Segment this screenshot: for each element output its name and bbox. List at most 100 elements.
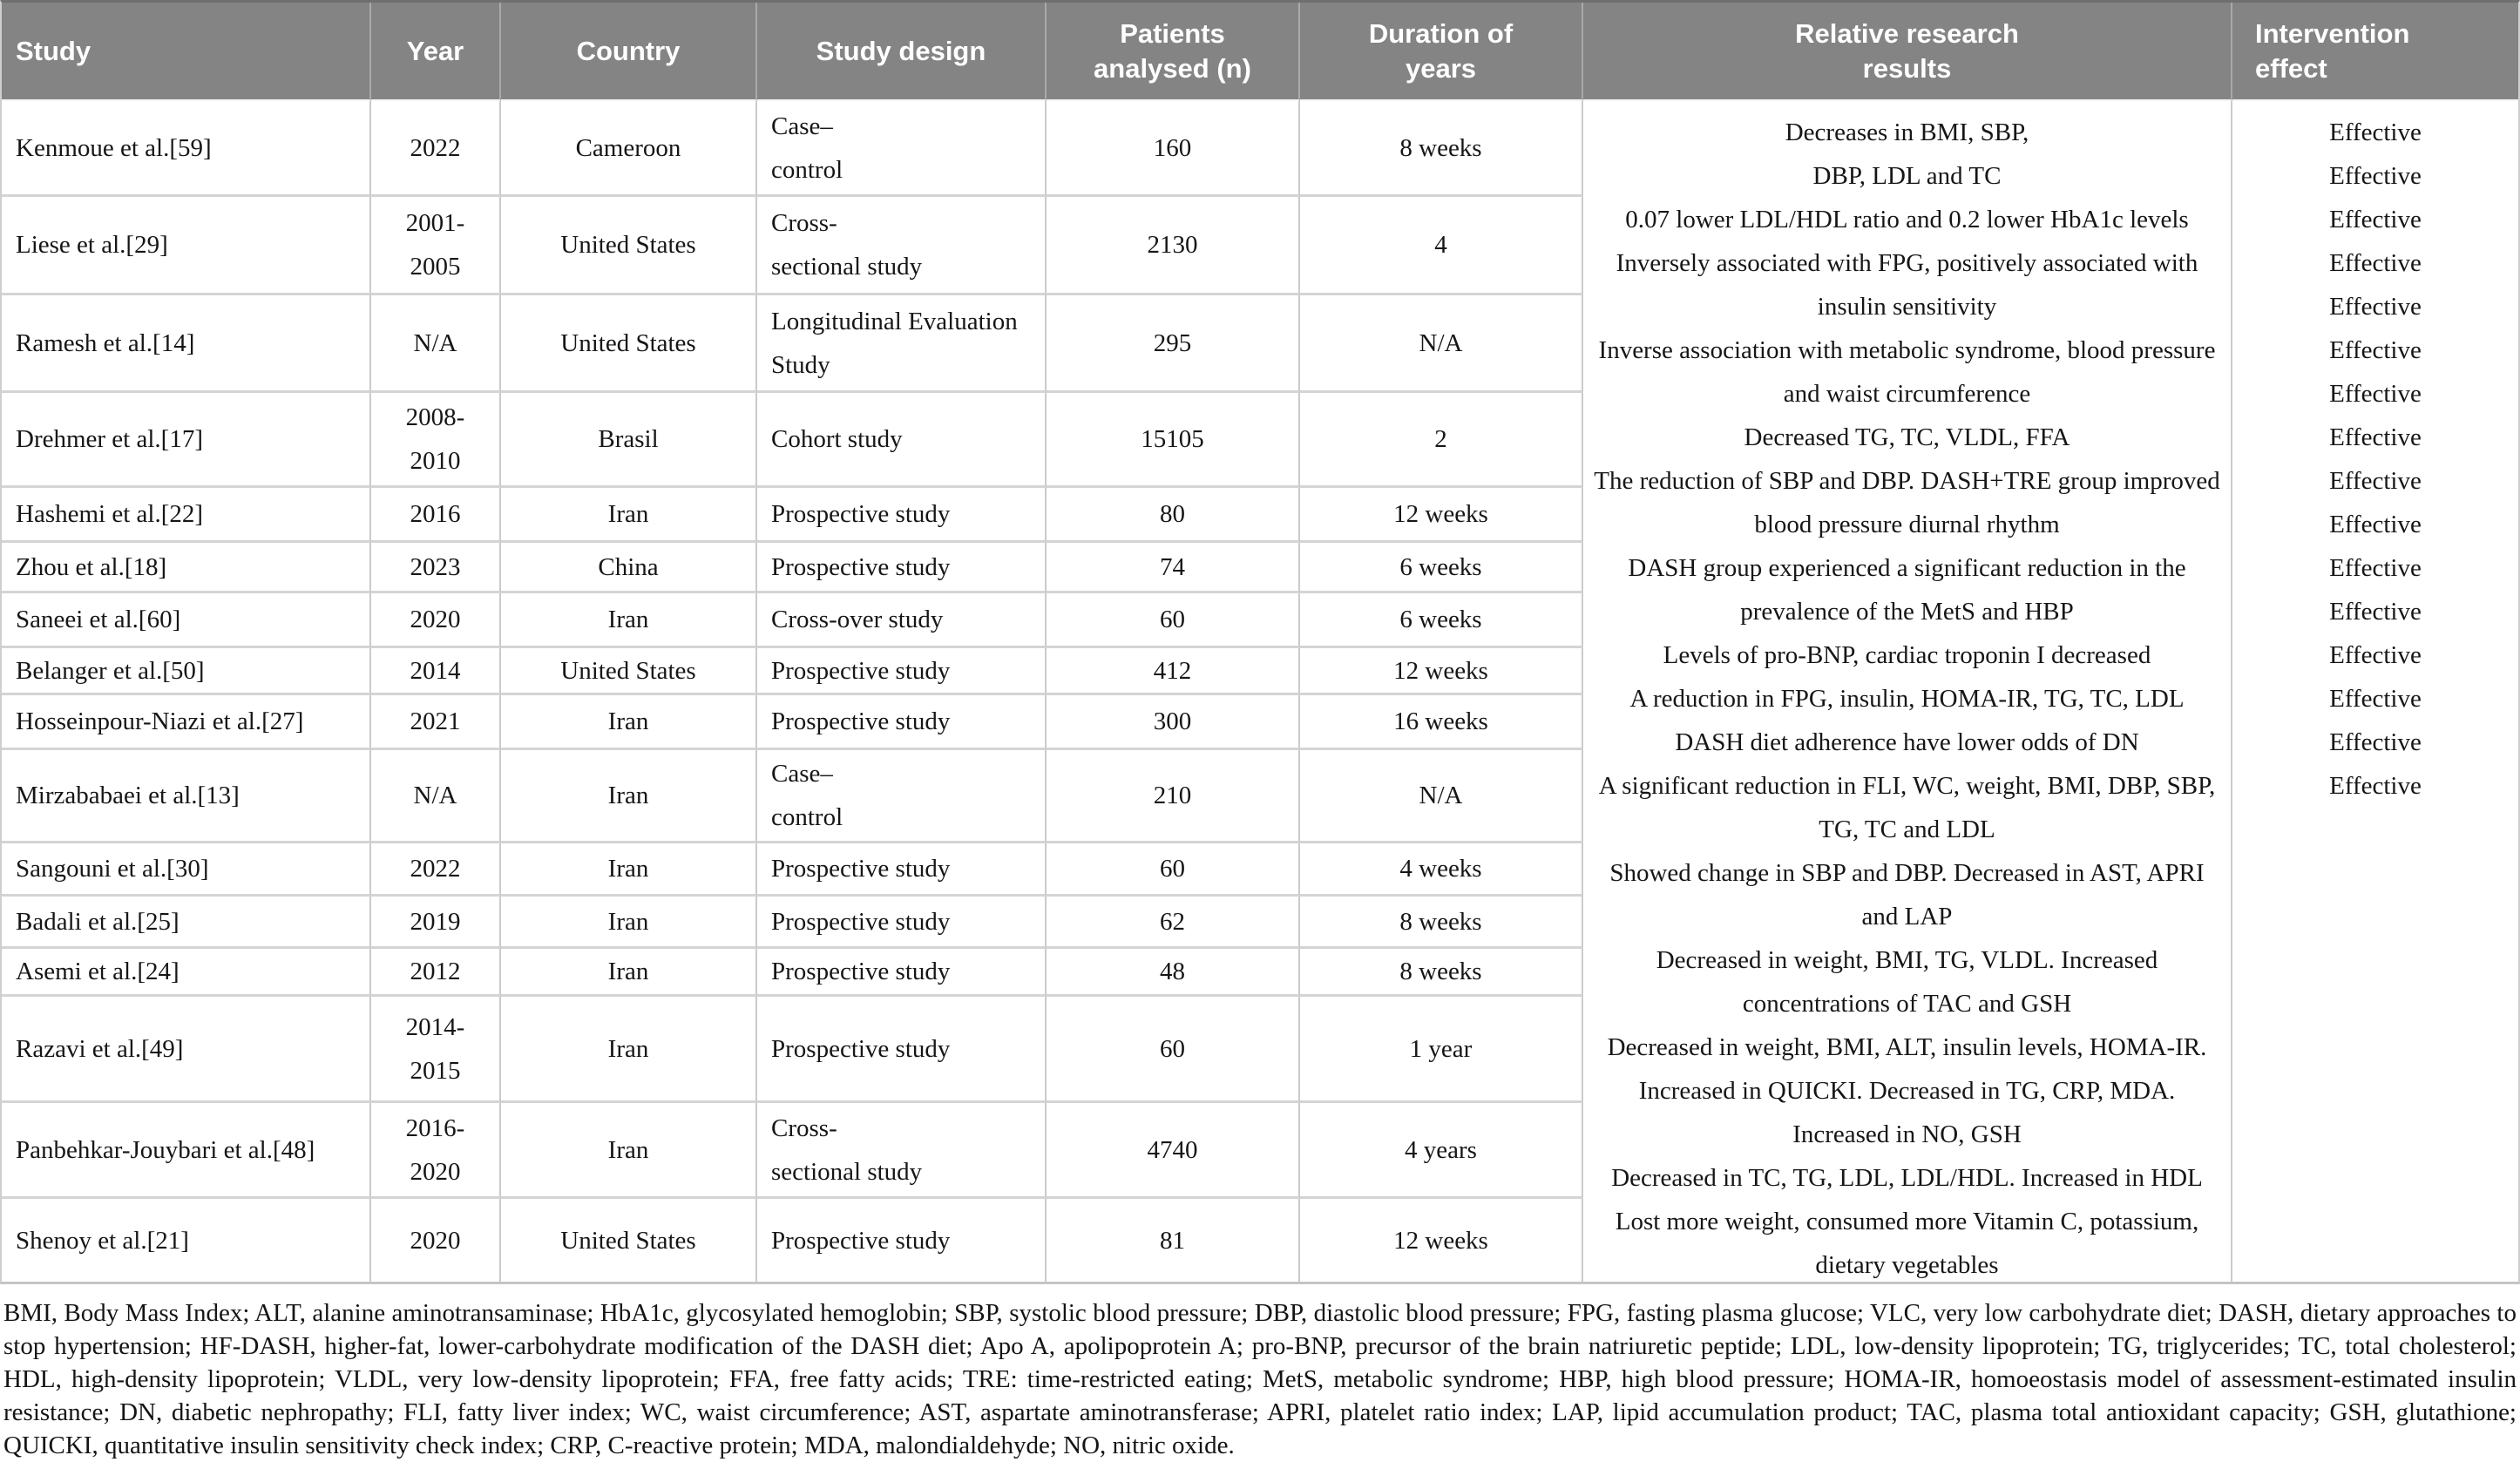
result-line: Inversely associated with FPG, positivel… [1616,249,2198,277]
patients-cell: 60 [1047,593,1300,648]
effect-line: Effective [2329,641,2422,669]
design-cell: Prospective study [757,1199,1047,1282]
duration-cell: 8 weeks [1300,949,1583,997]
patients-cell: 48 [1047,949,1300,997]
design-cell: Prospective study [757,897,1047,949]
patients-cell: 60 [1047,843,1300,897]
patients-cell: 210 [1047,750,1300,843]
duration-cell: N/A [1300,750,1583,843]
study-cell: Mirzababaei et al.[13] [2,750,371,843]
country-cell: United States [501,1199,757,1282]
patients-cell: 412 [1047,648,1300,695]
effect-line: Effective [2329,554,2422,582]
design-cell: Prospective study [757,949,1047,997]
result-line: TG, TC and LDL [1819,816,1995,843]
study-cell: Drehmer et al.[17] [2,393,371,488]
year-cell: 2016 [371,488,501,543]
column-header-year: Year [371,3,501,101]
result-line: insulin sensitivity [1817,293,1997,321]
duration-cell: 16 weeks [1300,695,1583,750]
duration-cell: 4 years [1300,1103,1583,1199]
column-header-patients: Patients analysed (n) [1047,3,1300,101]
column-header-results: Relative research results [1583,3,2232,101]
country-cell: Iran [501,897,757,949]
result-line: Increased in NO, GSH [1792,1120,2022,1148]
design-cell: Case– control [757,750,1047,843]
duration-cell: 2 [1300,393,1583,488]
year-cell: 2012 [371,949,501,997]
result-line: DASH diet adherence have lower odds of D… [1675,728,2139,756]
column-header-duration: Duration of years [1300,3,1583,101]
duration-cell: 1 year [1300,997,1583,1103]
column-header-intervention-effect: Intervention effect [2232,3,2518,101]
design-cell: Cross- sectional study [757,1103,1047,1199]
patients-cell: 60 [1047,997,1300,1103]
result-line: Decreased TG, TC, VLDL, FFA [1744,423,2070,451]
country-cell: Iran [501,843,757,897]
result-line: DBP, LDL and TC [1812,162,2002,190]
result-line: Levels of pro-BNP, cardiac troponin I de… [1663,641,2151,669]
effect-line: Effective [2329,772,2422,800]
year-cell: 2016- 2020 [371,1103,501,1199]
study-cell: Asemi et al.[24] [2,949,371,997]
year-cell: 2022 [371,101,501,197]
year-cell: 2020 [371,593,501,648]
country-cell: Iran [501,695,757,750]
study-cell: Badali et al.[25] [2,897,371,949]
effect-line: Effective [2329,293,2422,321]
study-cell: Liese et al.[29] [2,197,371,295]
effect-line: Effective [2329,511,2422,538]
patients-cell: 300 [1047,695,1300,750]
effect-line: Effective [2329,598,2422,626]
year-cell: 2021 [371,695,501,750]
patients-cell: 2130 [1047,197,1300,295]
design-cell: Prospective study [757,488,1047,543]
column-header-study: Study [2,3,371,101]
country-cell: United States [501,197,757,295]
result-line: and LAP [1861,903,1953,931]
country-cell: China [501,543,757,593]
study-cell: Belanger et al.[50] [2,648,371,695]
patients-cell: 160 [1047,101,1300,197]
study-cell: Sangouni et al.[30] [2,843,371,897]
effect-line: Effective [2329,118,2422,146]
result-line: blood pressure diurnal rhythm [1754,511,2060,538]
results-cell: Decreases in BMI, SBP, DBP, LDL and TC 0.0… [1583,101,2232,1282]
study-cell: Kenmoue et al.[59] [2,101,371,197]
country-cell: Iran [501,593,757,648]
design-cell: Cohort study [757,393,1047,488]
country-cell: Iran [501,1103,757,1199]
duration-cell: 12 weeks [1300,648,1583,695]
effect-line: Effective [2329,162,2422,190]
result-line: Increased in QUICKI. Decreased in TG, CR… [1638,1077,2176,1105]
effect-line: Effective [2329,206,2422,234]
country-cell: Iran [501,949,757,997]
study-cell: Hashemi et al.[22] [2,488,371,543]
effect-line: Effective [2329,423,2422,451]
year-cell: 2023 [371,543,501,593]
country-cell: Cameroon [501,101,757,197]
design-cell: Prospective study [757,843,1047,897]
year-cell: N/A [371,750,501,843]
effect-line: Effective [2329,380,2422,408]
patients-cell: 74 [1047,543,1300,593]
year-cell: 2019 [371,897,501,949]
study-cell: Ramesh et al.[14] [2,295,371,393]
duration-cell: 4 [1300,197,1583,295]
result-line: Inverse association with metabolic syndr… [1598,336,2216,364]
design-cell: Prospective study [757,695,1047,750]
year-cell: 2014- 2015 [371,997,501,1103]
column-header-study-design: Study design [757,3,1047,101]
year-cell: 2008- 2010 [371,393,501,488]
study-cell: Razavi et al.[49] [2,997,371,1103]
result-line: A reduction in FPG, insulin, HOMA-IR, TG… [1629,685,2185,713]
effect-line: Effective [2329,467,2422,495]
year-cell: N/A [371,295,501,393]
study-cell: Shenoy et al.[21] [2,1199,371,1282]
design-cell: Longitudinal Evaluation Study [757,295,1047,393]
result-line: dietary vegetables [1815,1251,1999,1279]
country-cell: United States [501,295,757,393]
study-cell: Panbehkar-Jouybari et al.[48] [2,1103,371,1199]
studies-table: Study Year Country Study design Patients… [0,0,2520,1284]
year-cell: 2001- 2005 [371,197,501,295]
